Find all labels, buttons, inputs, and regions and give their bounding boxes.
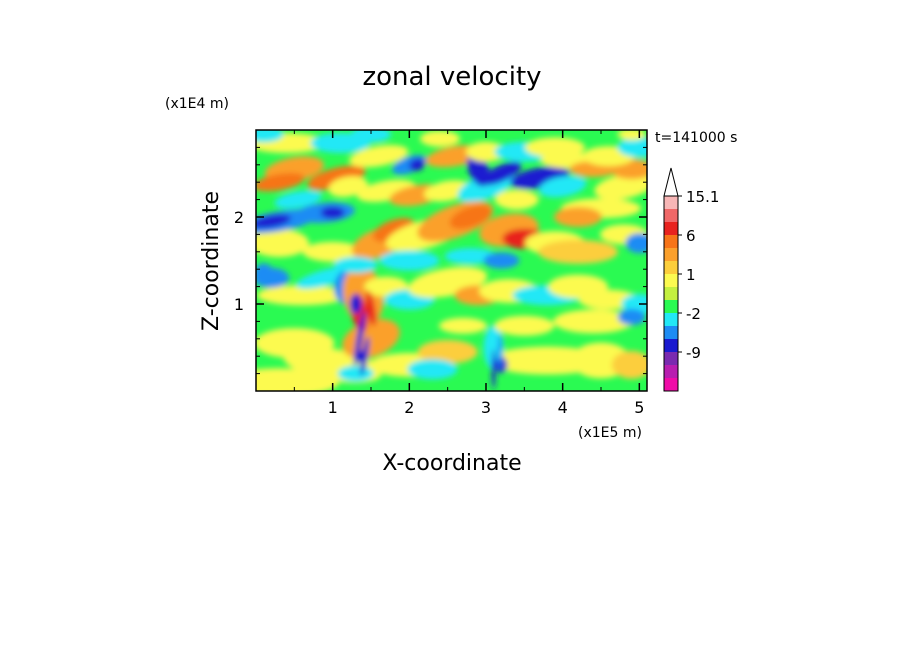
colorbar-swatch (664, 222, 678, 236)
plot-frame (255, 129, 648, 392)
heatmap-field (256, 130, 647, 391)
field-contour-blob (494, 189, 539, 210)
colorbar-label-6: 6 (686, 227, 696, 245)
colorbar-swatch (664, 300, 678, 314)
field-contour-blob (538, 239, 618, 264)
field-contour-blob (420, 130, 460, 147)
field-contour-blob (594, 173, 647, 200)
field-contour-blob (274, 190, 322, 209)
field-contour-blob (538, 175, 587, 198)
field-contour-blob (481, 161, 522, 186)
colorbar: 15.1 6 1 -2 -9 (663, 167, 719, 392)
y-unit-label: (x1E4 m) (165, 96, 229, 112)
colorbar-swatch (664, 365, 678, 379)
x-tick-label-5: 5 (634, 398, 644, 417)
colorbar-label--9: -9 (686, 344, 701, 362)
colorbar-frame (663, 195, 679, 392)
time-label: t=141000 s (655, 130, 737, 146)
colorbar-swatch (664, 378, 678, 392)
colorbar-swatch (664, 261, 678, 275)
field-contour-blob (257, 285, 347, 306)
y-tick-label-2: 2 (234, 208, 244, 227)
field-contour-blob (497, 333, 502, 370)
x-tick-label-3: 3 (481, 398, 491, 417)
colorbar-swatch (664, 352, 678, 366)
field-contour-blob (256, 263, 274, 284)
field-contour-blob (621, 294, 647, 314)
colorbar-swatch (664, 313, 678, 327)
y-axis: 12 (234, 146, 647, 375)
field-contour-blob (365, 290, 377, 327)
field-contour-blob (483, 252, 520, 269)
field-contour-blob (407, 359, 458, 380)
x-axis: 1 2 3 4 5 (293, 130, 644, 417)
field-contour-blob (351, 130, 391, 143)
field-contour-blob (349, 144, 409, 168)
field-contour-blob (256, 214, 292, 229)
field-contour-blob (256, 173, 305, 192)
field-contour-blob (525, 137, 585, 158)
colorbar-swatch (664, 209, 678, 223)
x-tick-label-1: 1 (328, 398, 338, 417)
colorbar-swatch (664, 235, 678, 249)
x-axis-label: X-coordinate (382, 451, 521, 476)
y-axis-label: Z-coordinate (199, 191, 224, 331)
field-contour-blob (256, 328, 335, 359)
field-contour-blob (333, 256, 378, 273)
colorbar-swatch (664, 326, 678, 340)
colorbar-swatch (664, 274, 678, 288)
x-unit-label: (x1E5 m) (578, 425, 642, 441)
field-contour-blob (328, 176, 368, 197)
y-tick-label-1: 1 (234, 295, 244, 314)
colorbar-label--2: -2 (686, 305, 701, 323)
field-contour-blob (491, 349, 496, 390)
field-contour-blob (256, 229, 309, 258)
colorbar-extend-arrow (663, 167, 679, 197)
field-contour-blob (617, 137, 647, 158)
field-contour-blob (320, 206, 345, 219)
field-contour-blob (553, 309, 634, 334)
field-contour-blob (439, 317, 487, 334)
field-contour-blob (625, 233, 647, 254)
colorbar-swatch (664, 196, 678, 210)
field-contour-blob (337, 365, 374, 382)
field-contour-blob (617, 309, 646, 326)
chart-title: zonal velocity (362, 62, 541, 92)
colorbar-swatch (664, 287, 678, 301)
field-contour-blob (611, 350, 647, 379)
field-contour-blob (256, 130, 284, 143)
field-contour-blob (494, 315, 555, 336)
field-contour-blob (360, 336, 370, 376)
field-contour-blob (307, 165, 366, 191)
field-contour-blob (449, 204, 492, 230)
colorbar-swatch (664, 339, 678, 353)
field-contour-blob (554, 207, 602, 227)
field-contour-blob (353, 311, 366, 367)
field-contour-blob (349, 294, 362, 314)
field-contour-blob (409, 158, 425, 172)
field-contour-blob (295, 266, 355, 289)
colorbar-label-1: 1 (686, 266, 696, 284)
field-contour-blob (417, 339, 478, 364)
field-contour-blob (466, 141, 506, 162)
x-tick-label-2: 2 (404, 398, 414, 417)
colorbar-label-15.1: 15.1 (686, 188, 719, 206)
colorbar-swatch (664, 248, 678, 262)
field-contour-blob (302, 241, 363, 262)
x-tick-label-4: 4 (558, 398, 568, 417)
field-contour-blob (379, 250, 440, 271)
